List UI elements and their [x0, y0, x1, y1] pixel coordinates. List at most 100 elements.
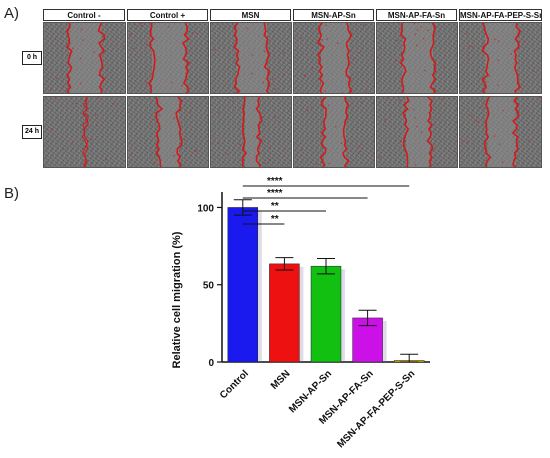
- cell-marker-dot: [231, 100, 234, 102]
- cell-marker-dot: [353, 57, 355, 60]
- cell-marker-dot: [185, 72, 187, 74]
- cell-marker-dot: [441, 98, 443, 100]
- cell-marker-dot: [196, 32, 198, 35]
- cell-marker-dot: [477, 121, 480, 123]
- micrograph: [459, 22, 542, 94]
- wound-gap: [487, 97, 516, 167]
- cell-marker-dot: [44, 166, 45, 167]
- cell-marker-dot: [218, 111, 220, 114]
- column-header-msn-ap-fa-sn: MSN-AP-FA-Sn: [376, 9, 457, 21]
- cell-marker-dot: [372, 102, 374, 104]
- panel-b-label: B): [4, 185, 19, 202]
- cell-marker-dot: [173, 154, 175, 157]
- wound-edge-overlay: [301, 97, 374, 167]
- cell-marker-dot: [268, 159, 271, 161]
- cell-marker-dot: [386, 97, 388, 99]
- wound-edge-line: [481, 23, 490, 93]
- cell-marker-dot: [301, 148, 303, 151]
- cell-marker-dot: [414, 117, 417, 119]
- wound-gap: [69, 23, 102, 93]
- cell-marker-dot: [468, 45, 471, 48]
- cell-marker-dot: [420, 131, 423, 133]
- wound-edge-line: [255, 97, 263, 167]
- cell-marker-dot: [337, 42, 339, 44]
- cell-marker-dot: [257, 150, 259, 152]
- cell-marker-dot: [274, 88, 277, 90]
- cell-marker-dot: [239, 143, 241, 146]
- cell-marker-dot: [300, 37, 302, 39]
- cell-marker-dot: [189, 111, 192, 113]
- micrograph: [293, 96, 375, 168]
- micrograph: [376, 22, 458, 94]
- cell-marker-dot: [274, 116, 277, 118]
- wound-edge-line: [263, 23, 271, 93]
- panel-a-label: A): [4, 5, 19, 22]
- cell-marker-dot: [95, 124, 98, 127]
- wound-edge-overlay: [47, 23, 125, 93]
- cell-marker-dot: [424, 69, 426, 72]
- column-header-control-positive: Control +: [127, 9, 208, 21]
- micrograph: [210, 22, 292, 94]
- cell-marker-dot: [420, 26, 423, 28]
- cell-marker-dot: [347, 159, 349, 161]
- cell-marker-dot: [251, 54, 253, 56]
- cell-marker-dot: [284, 148, 287, 150]
- column-header-msn-ap-fa-pep-s-sn: MSN-AP-FA-PEP-S-Sn: [459, 9, 542, 21]
- cell-marker-dot: [72, 47, 74, 49]
- cell-marker-dot: [494, 38, 496, 40]
- cell-marker-dot: [269, 147, 272, 149]
- y-tick-label: 100: [197, 203, 214, 214]
- cell-marker-dot: [497, 40, 500, 42]
- cell-marker-dot: [79, 57, 82, 60]
- cell-marker-dot: [539, 97, 541, 99]
- wound-edge-line: [402, 97, 410, 167]
- cell-marker-dot: [132, 47, 135, 50]
- cell-marker-dot: [328, 162, 330, 165]
- cell-marker-dot: [497, 84, 499, 87]
- wound-gap: [152, 23, 186, 93]
- cell-marker-dot: [251, 72, 253, 75]
- wound-edge-line: [175, 97, 183, 167]
- cell-marker-dot: [171, 82, 173, 84]
- y-axis-label: Relative cell migration (%): [171, 231, 183, 368]
- cell-marker-dot: [325, 24, 327, 27]
- cell-marker-dot: [311, 106, 313, 109]
- cell-marker-dot: [321, 38, 324, 41]
- wound-edge-overlay: [377, 23, 445, 93]
- cell-marker-dot: [130, 152, 133, 155]
- cell-marker-dot: [414, 164, 417, 166]
- cell-marker-dot: [377, 57, 378, 59]
- cell-marker-dot: [467, 51, 470, 54]
- wound-edge-line: [342, 97, 350, 167]
- wound-edge-line: [65, 23, 73, 93]
- wound-edge-overlay: [379, 97, 457, 167]
- cell-marker-dot: [413, 23, 416, 25]
- wound-gap: [245, 97, 259, 167]
- cell-marker-dot: [282, 74, 285, 76]
- cell-marker-dot: [193, 150, 196, 152]
- cell-marker-dot: [82, 39, 84, 41]
- column-header-control-negative: Control -: [43, 9, 125, 21]
- wound-edge-line: [317, 23, 325, 93]
- cell-marker-dot: [327, 104, 330, 107]
- cell-marker-dot: [533, 70, 535, 73]
- wound-edge-line: [181, 23, 191, 93]
- cell-marker-dot: [79, 82, 82, 85]
- wound-edge-line: [429, 23, 437, 93]
- cell-marker-dot: [498, 143, 501, 145]
- wound-edge-line: [97, 23, 106, 93]
- cell-marker-dot: [47, 51, 49, 54]
- significance-label: ****: [267, 176, 283, 187]
- micrograph: [210, 96, 292, 168]
- cell-marker-dot: [396, 39, 399, 42]
- cell-marker-dot: [307, 109, 309, 112]
- micrograph: [459, 96, 542, 168]
- wound-edge-overlay: [129, 23, 198, 93]
- cell-marker-dot: [263, 50, 266, 52]
- wound-edge-line: [155, 97, 164, 167]
- wound-gap: [403, 23, 433, 93]
- micrograph: [293, 22, 375, 94]
- bar: [227, 207, 259, 363]
- cell-marker-dot: [345, 165, 348, 167]
- cell-marker-dot: [399, 99, 401, 102]
